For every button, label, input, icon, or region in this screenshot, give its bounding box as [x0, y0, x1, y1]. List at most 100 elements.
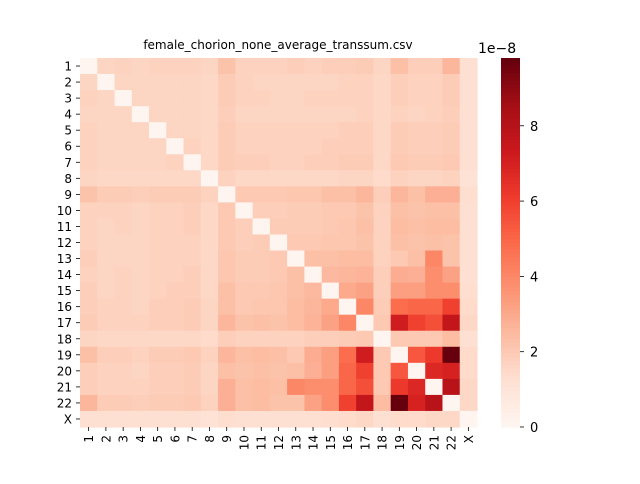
heatmap-cell — [373, 250, 392, 268]
heatmap-cell — [131, 106, 150, 123]
heatmap-cell — [425, 74, 444, 91]
heatmap-cell — [200, 154, 219, 171]
heatmap-cell — [97, 298, 116, 316]
heatmap-cell — [407, 218, 426, 236]
heatmap-cell — [80, 378, 98, 396]
heatmap-cell — [338, 410, 357, 428]
heatmap-cell — [287, 378, 305, 396]
heatmap-cell — [338, 74, 357, 91]
heatmap-cell — [356, 122, 375, 139]
colorbar-segment — [501, 187, 520, 192]
heatmap-cell — [425, 410, 444, 428]
x-tick-label: 3 — [117, 435, 131, 443]
heatmap-cell — [425, 106, 444, 123]
heatmap-cell — [80, 234, 98, 252]
heatmap-cell — [200, 186, 219, 203]
colorbar-segment — [501, 94, 520, 100]
heatmap-cell — [114, 186, 133, 203]
y-tick-label: 15 — [57, 284, 72, 298]
colorbar-segment — [501, 379, 520, 384]
heatmap-cell — [407, 106, 426, 123]
heatmap-cell — [407, 186, 426, 203]
heatmap-cell — [80, 170, 98, 187]
heatmap-cell — [218, 330, 236, 348]
heatmap-cell — [235, 218, 254, 236]
colorbar-segment — [501, 367, 520, 373]
heatmap-cell — [390, 122, 409, 139]
heatmap-cell — [97, 234, 116, 252]
heatmap-cell — [218, 266, 236, 284]
heatmap-cell — [166, 58, 185, 75]
heatmap-cell — [114, 346, 133, 364]
heatmap-cell — [218, 314, 236, 332]
colorbar-segment — [501, 209, 520, 214]
heatmap-cell — [166, 154, 185, 171]
heatmap-cell — [442, 218, 461, 236]
heatmap-cell — [442, 202, 461, 220]
y-tick-label: 7 — [64, 156, 72, 170]
heatmap-cell — [218, 170, 236, 187]
heatmap-cell — [183, 90, 202, 107]
heatmap-cell — [131, 282, 150, 300]
colorbar-segment — [501, 153, 520, 159]
x-tick-label: 13 — [289, 435, 303, 450]
heatmap-cell — [183, 218, 202, 236]
heatmap-cell — [166, 314, 185, 332]
heatmap-cell — [269, 74, 288, 91]
heatmap-cell — [321, 218, 340, 236]
heatmap-cell — [166, 170, 185, 187]
heatmap-cell — [200, 122, 219, 139]
heatmap-cell — [80, 58, 98, 75]
colorbar-tick-label: 6 — [530, 195, 538, 210]
heatmap-cell — [321, 378, 340, 396]
heatmap-cell — [459, 314, 478, 332]
heatmap-cell — [97, 266, 116, 284]
heatmap-cell — [373, 58, 392, 75]
heatmap-cell — [218, 298, 236, 316]
heatmap-cell — [218, 410, 236, 428]
heatmap-cell — [390, 346, 409, 364]
colorbar-segment — [501, 360, 520, 365]
heatmap-cell — [373, 202, 392, 220]
heatmap-cell — [80, 106, 98, 123]
heatmap-cell — [166, 394, 185, 412]
heatmap-cell — [269, 410, 288, 428]
heatmap-cell — [425, 90, 444, 107]
heatmap-cell — [287, 282, 305, 300]
heatmap-cell — [166, 74, 185, 91]
colorbar-segment — [501, 283, 520, 288]
heatmap-cell — [200, 410, 219, 428]
heatmap-cell — [321, 234, 340, 252]
colorbar-segment — [501, 168, 520, 173]
heatmap-cell — [97, 378, 116, 396]
heatmap-cell — [218, 90, 236, 107]
heatmap-cell — [218, 202, 236, 220]
x-tick-label: 10 — [237, 435, 251, 450]
heatmap-cell — [149, 234, 167, 252]
heatmap-cell — [166, 266, 185, 284]
heatmap-cell — [218, 394, 236, 412]
heatmap-cell — [269, 234, 288, 252]
heatmap-cell — [97, 170, 116, 187]
y-tick-label: 20 — [57, 364, 72, 378]
heatmap-cell — [252, 138, 271, 155]
heatmap-cell — [131, 58, 150, 75]
heatmap-cell — [131, 90, 150, 107]
heatmap-cell — [131, 154, 150, 171]
heatmap-cell — [131, 362, 150, 380]
heatmap-cell — [459, 282, 478, 300]
heatmap-cell — [390, 362, 409, 380]
heatmap-cell — [459, 250, 478, 268]
heatmap-cell — [252, 58, 271, 75]
heatmap-cell — [183, 122, 202, 139]
heatmap-cell — [287, 330, 305, 348]
heatmap-cell — [200, 74, 219, 91]
heatmap-cell — [218, 282, 236, 300]
heatmap-cell — [218, 154, 236, 171]
heatmap-cell — [252, 122, 271, 139]
heatmap-cell — [321, 362, 340, 380]
heatmap-cell — [356, 362, 375, 380]
y-tick-label: 21 — [57, 380, 72, 394]
heatmap-cell — [114, 58, 133, 75]
x-tick-label: 6 — [168, 435, 182, 443]
